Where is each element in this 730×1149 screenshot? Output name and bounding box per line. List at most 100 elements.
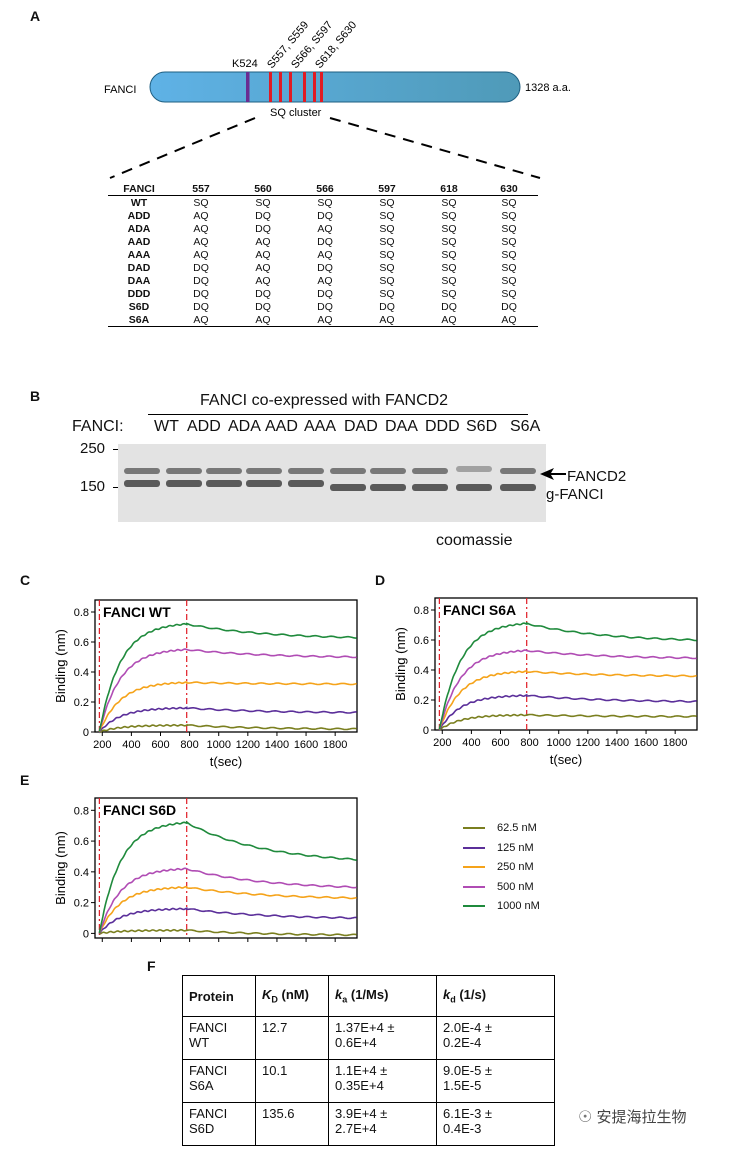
lane-label: WT — [154, 418, 179, 435]
protein-label: FANCI — [104, 84, 136, 96]
mutant-name: AAA — [127, 248, 151, 261]
fanci-band — [412, 484, 448, 491]
legend-item: 1000 nM — [463, 900, 540, 912]
residue-cell: AQ — [379, 313, 395, 326]
plot-frame — [94, 797, 358, 939]
band-label-fancd2: FANCD2 — [567, 468, 627, 485]
lane-label: AAA — [304, 418, 337, 435]
panel-label-b: B — [30, 388, 41, 404]
residue-cell: SQ — [379, 274, 395, 287]
kin-kdis-line: 9.0E-5 ± — [443, 1063, 493, 1078]
mutant-table-row: S6D DQ DQ DQ DQ DQ DQ — [108, 300, 538, 313]
residue-cell: SQ — [379, 222, 395, 235]
binding-curve — [98, 648, 357, 732]
binding-curve — [99, 928, 357, 937]
fancd2-band — [246, 468, 282, 474]
residue-cell: SQ — [379, 196, 395, 209]
x-tick-label: 800 — [180, 739, 198, 751]
residue-cell: SQ — [441, 287, 457, 300]
residue-cell: SQ — [501, 196, 517, 209]
kin-kd: 10.1 — [255, 1059, 329, 1103]
y-tick-label: 0.8 — [74, 607, 89, 619]
residue-cell: AQ — [193, 222, 209, 235]
kin-protein-line: S6D — [189, 1121, 215, 1136]
residue-cell: AQ — [317, 274, 333, 287]
panel-label-e: E — [20, 772, 30, 788]
fanci-domain-diagram: FANCI 1328 a.a. K524 S557, S559 S566, S5… — [104, 19, 571, 179]
lane-label: ADD — [187, 418, 221, 435]
mutant-table-row: ADA AQ DQ AQ SQ SQ SQ — [108, 222, 538, 235]
residue-cell: SQ — [441, 222, 457, 235]
fanci-band — [370, 484, 406, 491]
residue-cell: AQ — [193, 313, 209, 326]
kin-kd: 12.7 — [255, 1016, 329, 1060]
y-tick-label: 0.4 — [414, 665, 429, 677]
x-tick-label: 400 — [122, 739, 140, 751]
x-tick-label: 400 — [462, 737, 480, 749]
lane-label: S6A — [510, 418, 541, 435]
kin-kdis-line: 1.5E-5 — [443, 1078, 482, 1093]
x-tick-label: 1800 — [323, 739, 347, 751]
residue-cell: SQ — [501, 209, 517, 222]
residue-cell: AQ — [255, 248, 271, 261]
residue-cell: SQ — [379, 261, 395, 274]
fancd2-band — [330, 468, 366, 474]
gel-lane-labels: WT ADD ADA AAD AAA DAD DAA DDD S6D S6A — [130, 418, 550, 438]
residue-cell: DQ — [317, 300, 333, 313]
mutant-table-header-cell: 557 — [170, 182, 232, 196]
lane-label: ADA — [228, 418, 261, 435]
panel-label-f: F — [147, 958, 156, 974]
fancd2-band — [288, 468, 324, 474]
kin-ka: 1.1E+4 ±0.35E+4 — [328, 1059, 437, 1103]
kinetics-table-wrapper: Protein KD (nM) ka (1/Ms) kd (1/s) FANCI… — [182, 975, 555, 1146]
residue-cell: SQ — [501, 261, 517, 274]
mutant-table-wrapper: FANCI 557 560 566 597 618 630 WT SQ SQ SQ SQ SQ SQ AD… — [108, 182, 538, 327]
fancd2-band — [370, 468, 406, 474]
panel-label-a: A — [30, 8, 41, 24]
x-tick-label: 1600 — [634, 737, 658, 749]
x-tick-label: 1000 — [546, 737, 570, 749]
stain-label: coomassie — [436, 532, 513, 549]
legend-swatch — [463, 846, 485, 849]
y-tick-label: 0.2 — [414, 695, 429, 707]
legend-label: 1000 nM — [497, 900, 540, 912]
panel-label-c: C — [20, 572, 31, 588]
kin-ka-line: 1.37E+4 ± — [335, 1020, 395, 1035]
residue-cell: DQ — [379, 300, 395, 313]
legend-item: 500 nM — [463, 881, 534, 893]
binding-curve — [438, 649, 697, 730]
kin-header-protein: Protein — [182, 975, 256, 1017]
residue-cell: DQ — [317, 287, 333, 300]
fancd2-band — [124, 468, 160, 474]
kin-protein-line: FANCI — [189, 1020, 228, 1035]
gel-title-underline — [148, 414, 528, 415]
x-tick-label: 1600 — [294, 739, 318, 751]
plot-frame — [434, 597, 698, 731]
residue-cell: AQ — [193, 248, 209, 261]
zoom-line-right — [329, 117, 541, 179]
y-tick-label: 0.8 — [74, 805, 89, 817]
marker-150: 150 — [80, 478, 106, 495]
binding-curve — [98, 706, 357, 733]
kin-kd-line: 10.1 — [262, 1063, 288, 1078]
sq-cluster-label: SQ cluster — [270, 107, 322, 119]
y-tick-label: 0.6 — [74, 836, 89, 848]
coomassie-gel — [118, 444, 546, 522]
gel-title: FANCI co-expressed with FANCD2 — [200, 392, 449, 409]
residue-cell: AQ — [193, 235, 209, 248]
kinetics-table: Protein KD (nM) ka (1/Ms) kd (1/s) FANCI… — [182, 975, 555, 1146]
residue-cell: AQ — [255, 313, 271, 326]
fanci-band — [288, 480, 324, 487]
x-tick-label: 800 — [520, 737, 538, 749]
mutant-name: DAA — [127, 274, 151, 287]
fancd2-band — [412, 468, 448, 474]
binding-chart-s6a: 0 0.2 0.4 0.6 0.8 200 400 600 800 1000 1200 1400 160… — [393, 597, 698, 767]
kin-kdis-line: 0.2E-4 — [443, 1035, 482, 1050]
mutant-table-header-cell: 560 — [232, 182, 294, 196]
kin-ka-line: 0.35E+4 — [335, 1078, 384, 1093]
fancd2-band — [456, 466, 492, 472]
residue-cell: AQ — [193, 209, 209, 222]
x-tick-label: 1000 — [206, 739, 230, 751]
x-tick-label: 600 — [151, 739, 169, 751]
y-tick-label: 0 — [83, 928, 89, 940]
